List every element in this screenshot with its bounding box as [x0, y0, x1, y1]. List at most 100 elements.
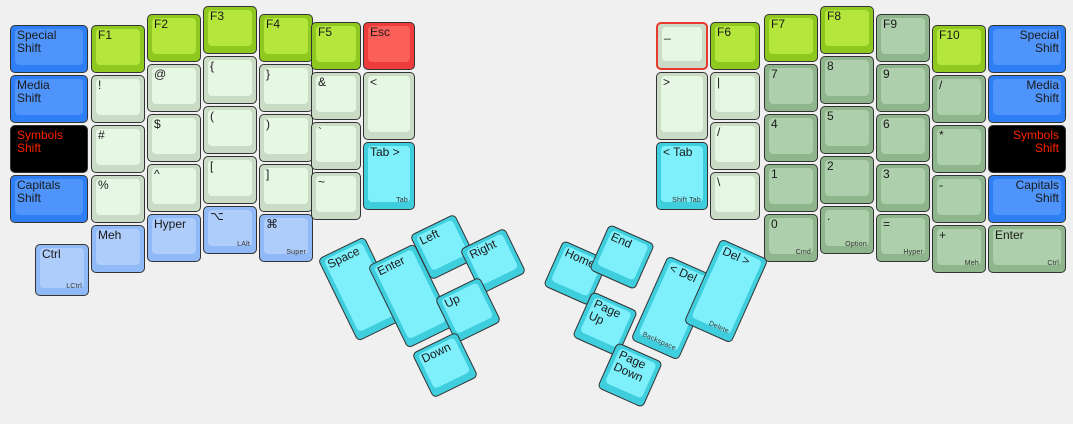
key-[interactable]: \	[710, 172, 760, 220]
keycap-surface	[881, 168, 925, 204]
keycap-surface	[604, 347, 657, 399]
key-esc[interactable]: Esc	[363, 22, 415, 70]
key-[interactable]: + Meh	[932, 225, 986, 273]
key-[interactable]: |	[710, 72, 760, 120]
key-8[interactable]: 8	[820, 56, 874, 104]
keycap-surface	[881, 218, 925, 254]
keycap-surface	[825, 210, 869, 246]
keycap-surface	[661, 146, 703, 202]
key-capitals-shift[interactable]: Capitals Shift	[988, 175, 1066, 223]
keycap-surface	[264, 118, 308, 154]
keycap-surface	[208, 110, 252, 146]
key-ctrl[interactable]: Ctrl LCtrl	[35, 244, 89, 296]
key-[interactable]: )	[259, 114, 313, 162]
key-symbols-shift[interactable]: Symbols Shift	[10, 125, 88, 173]
key-[interactable]: /	[932, 75, 986, 123]
key-7[interactable]: 7	[764, 64, 818, 112]
key-6[interactable]: 6	[876, 114, 930, 162]
keycap-surface	[152, 18, 196, 54]
key-[interactable]: [	[203, 156, 257, 204]
key-media-shift[interactable]: Media Shift	[10, 75, 88, 123]
key-2[interactable]: 2	[820, 156, 874, 204]
keycap-surface	[15, 179, 83, 215]
keycap-surface	[937, 129, 981, 165]
keycap-surface	[937, 29, 981, 65]
keycap-surface	[368, 146, 410, 202]
key-media-shift[interactable]: Media Shift	[988, 75, 1066, 123]
keycap-surface	[993, 179, 1061, 215]
key-f6[interactable]: F6	[710, 22, 760, 70]
keycap-surface	[264, 18, 308, 54]
key-[interactable]: . Option	[820, 206, 874, 254]
key-enter[interactable]: Enter Ctrl	[988, 225, 1066, 273]
key-meh[interactable]: Meh	[91, 225, 145, 273]
key-del[interactable]: Del > Delete	[683, 238, 769, 344]
key-f8[interactable]: F8	[820, 6, 874, 54]
key-[interactable]: }	[259, 64, 313, 112]
key-[interactable]: = Hyper	[876, 214, 930, 262]
keycap-surface	[993, 129, 1061, 165]
key-tab[interactable]: < Tab Shift Tab	[656, 142, 708, 210]
key-[interactable]: _	[656, 22, 708, 70]
keycap-surface	[596, 229, 649, 281]
key-9[interactable]: 9	[876, 64, 930, 112]
keycap-surface	[96, 29, 140, 65]
key-[interactable]: >	[656, 72, 708, 140]
key-special-shift[interactable]: Special Shift	[988, 25, 1066, 73]
key-[interactable]: ~	[311, 172, 361, 220]
key-f5[interactable]: F5	[311, 22, 361, 70]
key-f9[interactable]: F9	[876, 14, 930, 62]
keycap-surface	[96, 79, 140, 115]
key-symbols-shift[interactable]: Symbols Shift	[988, 125, 1066, 173]
keycap-surface	[715, 26, 755, 62]
key-[interactable]: %	[91, 175, 145, 223]
keycap-surface	[881, 118, 925, 154]
keycap-surface	[316, 76, 356, 112]
key-5[interactable]: 5	[820, 106, 874, 154]
key-[interactable]: #	[91, 125, 145, 173]
keycap-surface	[465, 233, 519, 286]
key-f3[interactable]: F3	[203, 6, 257, 54]
key-4[interactable]: 4	[764, 114, 818, 162]
key-[interactable]: (	[203, 106, 257, 154]
key-0[interactable]: 0 Cmd	[764, 214, 818, 262]
keycap-surface	[825, 110, 869, 146]
key-1[interactable]: 1	[764, 164, 818, 212]
key-[interactable]: !	[91, 75, 145, 123]
key-[interactable]: <	[363, 72, 415, 140]
keycap-surface	[715, 176, 755, 212]
key-3[interactable]: 3	[876, 164, 930, 212]
keycap-surface	[691, 244, 763, 335]
key-special-shift[interactable]: Special Shift	[10, 25, 88, 73]
key-f10[interactable]: F10	[932, 25, 986, 73]
key-[interactable]: ]	[259, 164, 313, 212]
key-[interactable]: &	[311, 72, 361, 120]
keycap-surface	[881, 18, 925, 54]
key-[interactable]: ^	[147, 164, 201, 212]
keycap-surface	[825, 60, 869, 96]
key-f1[interactable]: F1	[91, 25, 145, 73]
key-[interactable]: ⌘ Super	[259, 214, 313, 262]
key-[interactable]: /	[710, 122, 760, 170]
keycap-surface	[316, 176, 356, 212]
keycap-surface	[96, 229, 140, 265]
key-[interactable]: ⌥ LAlt	[203, 206, 257, 254]
key-tab[interactable]: Tab > Tab	[363, 142, 415, 210]
key-[interactable]: {	[203, 56, 257, 104]
key-f2[interactable]: F2	[147, 14, 201, 62]
keycap-surface	[152, 68, 196, 104]
keycap-surface	[15, 79, 83, 115]
key-[interactable]: `	[311, 122, 361, 170]
key-[interactable]: @	[147, 64, 201, 112]
key-f7[interactable]: F7	[764, 14, 818, 62]
key-capitals-shift[interactable]: Capitals Shift	[10, 175, 88, 223]
key-[interactable]: $	[147, 114, 201, 162]
key-hyper[interactable]: Hyper	[147, 214, 201, 262]
key-f4[interactable]: F4	[259, 14, 313, 62]
keycap-surface	[417, 337, 471, 390]
keycap-surface	[208, 60, 252, 96]
key-[interactable]: *	[932, 125, 986, 173]
keycap-surface	[368, 26, 410, 62]
key-[interactable]: -	[932, 175, 986, 223]
